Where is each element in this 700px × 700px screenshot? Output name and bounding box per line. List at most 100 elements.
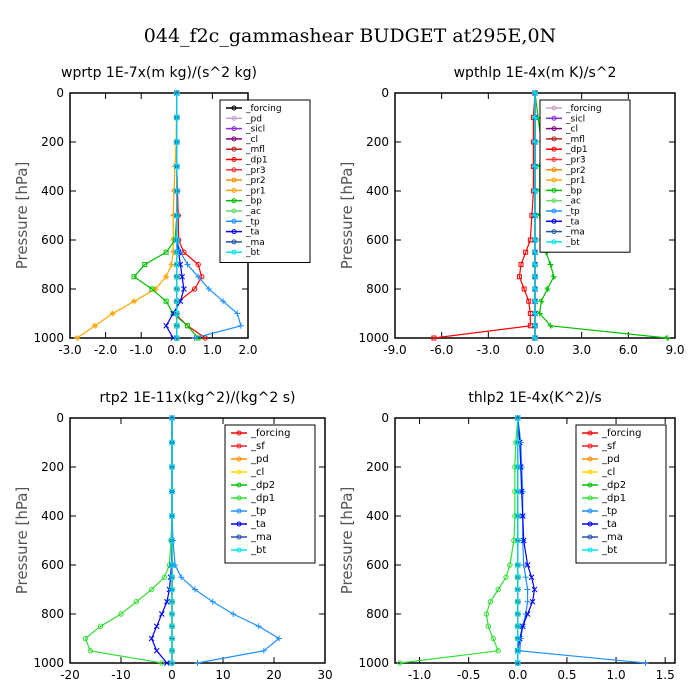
- data-point: [518, 262, 524, 267]
- panel-title: thlp2 1E-4x(K^2)/s: [468, 390, 601, 406]
- legend-entry: _pr2: [565, 166, 586, 176]
- legend-entry: _cl: [250, 467, 264, 478]
- legend-entry: _cl: [601, 467, 615, 478]
- data-point: [174, 213, 180, 218]
- data-point: [495, 586, 501, 593]
- legend-entry: _mfl: [245, 145, 265, 155]
- data-point: [230, 611, 237, 617]
- legend-marker: [231, 239, 237, 245]
- legend-entry: _dp1: [245, 156, 268, 166]
- data-point: [169, 611, 175, 617]
- legend-marker: [551, 136, 557, 142]
- x-tick-label: 1.0: [203, 343, 222, 357]
- legend: _forcing_sicl_cl_mfl_dp1_pr3_pr2_pr1_bp_…: [539, 99, 631, 253]
- y-tick-label: 200: [41, 135, 64, 149]
- data-point: [515, 489, 521, 494]
- legend-box: [539, 99, 631, 253]
- data-point: [515, 587, 521, 592]
- y-tick-label: 600: [41, 233, 64, 247]
- data-point: [174, 237, 180, 243]
- y-tick-label: 0: [56, 86, 64, 100]
- legend-entry: _dp1: [601, 493, 626, 504]
- x-tick-label: 0.0: [167, 343, 186, 357]
- legend-marker: [587, 495, 593, 501]
- data-point: [515, 574, 521, 580]
- data-point: [131, 298, 138, 305]
- data-point: [74, 335, 81, 341]
- data-point: [532, 273, 538, 280]
- data-point: [515, 538, 521, 543]
- data-point: [174, 298, 180, 304]
- legend-marker: [231, 136, 237, 142]
- legend-marker: [551, 105, 557, 111]
- data-point: [532, 139, 538, 145]
- data-point: [153, 647, 160, 654]
- data-point: [148, 635, 155, 642]
- data-point: [532, 114, 538, 121]
- data-point: [520, 562, 527, 568]
- legend-entry: _sf: [250, 441, 265, 452]
- data-point: [487, 599, 493, 605]
- panel-3: rtp2 1E-11x(kg^2)/(kg^2 s) Pressure [hPa]…: [13, 390, 333, 682]
- y-tick-label: 600: [366, 558, 389, 572]
- legend-marker: [551, 146, 557, 152]
- data-point: [397, 660, 403, 666]
- data-point: [532, 237, 538, 243]
- data-point: [163, 273, 170, 280]
- data-point: [131, 274, 137, 280]
- data-point: [169, 513, 175, 519]
- legend-entry: _sicl: [565, 114, 585, 124]
- x-tick-label: 6.0: [619, 343, 638, 357]
- x-tick-label: -3.0: [58, 343, 81, 357]
- series-line-dp1: [399, 417, 519, 664]
- panel-title: wpthlp 1E-4x(m K)/s^2: [454, 65, 617, 81]
- x-tick-label: 20: [266, 668, 281, 682]
- x-tick-label: -3.0: [477, 343, 500, 357]
- legend-entry: _tp: [250, 506, 266, 517]
- data-point: [515, 660, 521, 666]
- legend-entry: _pr2: [245, 176, 266, 186]
- data-point: [515, 415, 521, 421]
- legend: _forcing _sf _pd _cl _dp2 _dp1 _tp _ta _ma _bt: [575, 424, 667, 564]
- legend-marker: [587, 430, 593, 436]
- plot-frame: [394, 417, 676, 664]
- data-point: [255, 623, 262, 630]
- data-point: [515, 440, 521, 445]
- data-point: [485, 623, 492, 629]
- data-point: [179, 273, 185, 280]
- y-axis-label: Pressure [hPa]: [338, 487, 356, 595]
- legend-entry: _sf: [601, 441, 616, 452]
- legend-entry: _bt: [245, 248, 260, 258]
- data-point: [174, 335, 180, 341]
- legend-entry: _forcing: [245, 104, 282, 114]
- data-point: [169, 648, 175, 654]
- data-point: [521, 286, 527, 292]
- x-tick-label: 30: [317, 668, 332, 682]
- legend: _forcing _sf _pd _cl _dp2 _dp1 _tp _ta _ma _bt: [224, 424, 316, 564]
- data-point: [148, 586, 155, 593]
- data-point: [164, 598, 170, 605]
- y-tick-label: 400: [366, 184, 389, 198]
- legend-marker: [551, 229, 557, 235]
- legend-entry: _sicl: [245, 125, 265, 135]
- x-tick-label: 1.0: [607, 668, 626, 682]
- data-point: [209, 598, 216, 605]
- data-point: [87, 648, 94, 654]
- y-tick-label: 600: [366, 233, 389, 247]
- y-tick-label: 0: [56, 411, 64, 425]
- x-tick-label: 0.0: [525, 343, 544, 357]
- x-tick-label: 0: [168, 668, 176, 682]
- legend-marker: [587, 456, 593, 462]
- data-point: [550, 273, 557, 280]
- data-point: [181, 286, 187, 292]
- panel-1: wprtp 1E-7x(m kg)/(s^2 kg) Pressure [hPa]…: [13, 65, 311, 357]
- data-point: [515, 513, 521, 519]
- y-tick-label: 1000: [33, 331, 64, 345]
- x-tick-label: 0.0: [508, 668, 527, 682]
- legend-marker: [231, 249, 237, 255]
- legend-marker: [236, 547, 242, 553]
- legend-marker: [587, 521, 593, 527]
- data-point: [547, 261, 554, 268]
- data-point: [524, 598, 531, 605]
- legend-entry: _ma: [565, 228, 585, 238]
